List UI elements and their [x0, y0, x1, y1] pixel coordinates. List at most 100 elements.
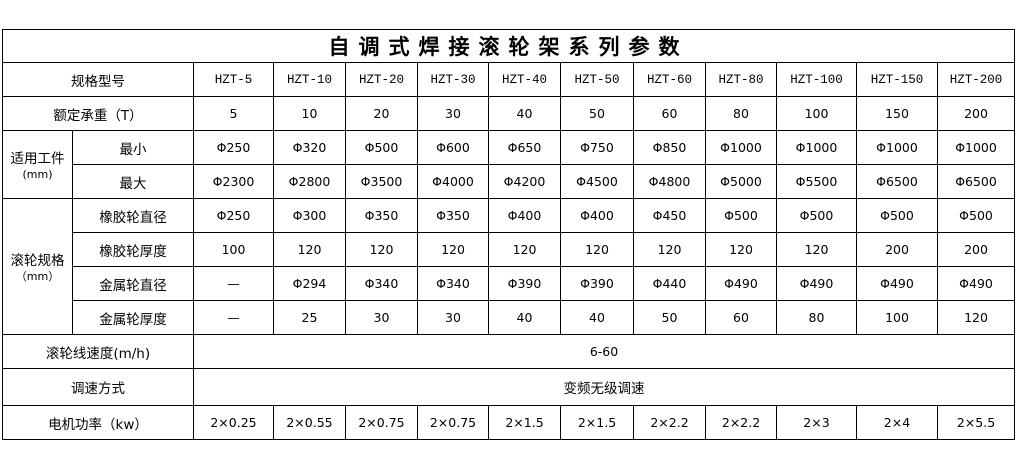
value-cell: 2×1.5 [560, 405, 634, 440]
value-cell: HZT-10 [273, 62, 346, 97]
value-cell: HZT-80 [705, 62, 777, 97]
group-label-workpiece: 适用工件 (mm) [2, 130, 73, 199]
value-cell: Φ500 [345, 130, 418, 165]
row-label: 调速方式 [2, 368, 194, 406]
value-cell: Φ6500 [856, 164, 938, 199]
group-label-text: 滚轮规格 [10, 252, 65, 269]
row-label: 金属轮厚度 [72, 300, 194, 335]
group-label-roller: 滚轮规格 （mm） [2, 198, 73, 335]
value-cell: 2×4 [856, 405, 938, 440]
value-cell: Φ4200 [488, 164, 561, 199]
value-cell: 40 [560, 300, 634, 335]
value-cell: Φ250 [193, 198, 274, 233]
value-cell: 2×0.55 [273, 405, 346, 440]
value-cell: Φ500 [705, 198, 777, 233]
value-cell: Φ4800 [633, 164, 706, 199]
value-cell: 120 [705, 232, 777, 267]
value-cell: Φ2800 [273, 164, 346, 199]
value-cell: Φ490 [936, 266, 1016, 301]
value-cell: Φ1000 [776, 130, 857, 165]
value-cell: 120 [417, 232, 489, 267]
value-cell: — [193, 300, 274, 335]
header-row: 规格型号 HZT-5 HZT-10 HZT-20 HZT-30 HZT-40 HZT-50 H… [2, 62, 1016, 97]
value-cell: 2×3 [776, 405, 857, 440]
value-cell: 100 [193, 232, 274, 267]
value-cell: 30 [345, 300, 418, 335]
value-cell: HZT-40 [488, 62, 561, 97]
value-cell: 120 [936, 300, 1016, 335]
value-cell: Φ650 [488, 130, 561, 165]
parameter-table: 自调式焊接滚轮架系列参数 规格型号 HZT-5 HZT-10 HZT-20 HZT-30… [1, 29, 1016, 440]
unit-label: (mm) [22, 167, 53, 181]
workpiece-max-row: 最大 Φ2300 Φ2800 Φ3500 Φ4000 Φ4200 Φ4500 Φ4800 Φ50… [3, 164, 1016, 199]
value-cell: Φ340 [345, 266, 418, 301]
speed-row: 滚轮线速度(m/h) 6-60 [2, 334, 1016, 369]
value-cell: Φ400 [488, 198, 561, 233]
value-cell: Φ350 [417, 198, 489, 233]
value-cell: Φ5000 [705, 164, 777, 199]
value-cell: HZT-150 [856, 62, 938, 97]
value-cell: HZT-60 [633, 62, 706, 97]
value-cell: 5 [193, 96, 274, 131]
value-cell: 120 [776, 232, 857, 267]
value-cell: HZT-20 [345, 62, 418, 97]
value-cell: 6-60 [192, 334, 1016, 369]
workpiece-min-row: 适用工件 (mm) 最小 Φ250 Φ320 Φ500 Φ600 Φ650 Φ750 Φ850 Φ1… [2, 130, 1016, 199]
value-cell: Φ294 [273, 266, 346, 301]
value-cell: 60 [705, 300, 777, 335]
row-label: 最大 [72, 164, 194, 199]
value-cell: 40 [488, 96, 561, 131]
value-cell: 30 [417, 96, 489, 131]
value-cell: HZT-50 [560, 62, 634, 97]
value-cell: 200 [856, 232, 938, 267]
value-cell: Φ500 [776, 198, 857, 233]
value-cell: Φ450 [633, 198, 706, 233]
value-cell: HZT-30 [417, 62, 489, 97]
row-label: 额定承重（T） [2, 96, 194, 131]
value-cell: Φ490 [776, 266, 857, 301]
value-cell: 2×0.75 [417, 405, 489, 440]
row-label: 橡胶轮厚度 [72, 232, 194, 267]
group-label-text: 适用工件 [10, 150, 65, 167]
value-cell: — [193, 266, 274, 301]
value-cell: Φ4500 [560, 164, 634, 199]
value-cell: 50 [560, 96, 634, 131]
value-cell: Φ390 [560, 266, 634, 301]
row-label: 规格型号 [2, 62, 194, 97]
regulation-row: 调速方式 变频无级调速 [2, 368, 1016, 406]
value-cell: Φ6500 [936, 164, 1016, 199]
row-label: 橡胶轮直径 [72, 198, 194, 233]
power-row: 电机功率（kw） 2×0.25 2×0.55 2×0.75 2×0.75 2×1.5 2×1… [2, 405, 1016, 440]
value-cell: Φ600 [417, 130, 489, 165]
value-cell: Φ2300 [193, 164, 274, 199]
roller-row: 金属轮直径 — Φ294 Φ340 Φ340 Φ390 Φ390 Φ440 Φ490 Φ490 Φ4… [3, 266, 1016, 301]
value-cell: 30 [417, 300, 489, 335]
row-label: 金属轮直径 [72, 266, 194, 301]
value-cell: Φ1000 [856, 130, 938, 165]
value-cell: Φ490 [856, 266, 938, 301]
value-cell: Φ340 [417, 266, 489, 301]
value-cell: 120 [345, 232, 418, 267]
value-cell: Φ4000 [417, 164, 489, 199]
value-cell: HZT-100 [776, 62, 857, 97]
value-cell: 2×1.5 [488, 405, 561, 440]
value-cell: 2×2.2 [633, 405, 706, 440]
value-cell: 120 [560, 232, 634, 267]
value-cell: 10 [273, 96, 346, 131]
value-cell: 200 [936, 232, 1016, 267]
load-row: 额定承重（T） 5 10 20 30 40 50 60 80 100 150 200 [2, 96, 1016, 131]
value-cell: 40 [488, 300, 561, 335]
unit-label: （mm） [15, 269, 60, 283]
value-cell: 20 [345, 96, 418, 131]
value-cell: 120 [633, 232, 706, 267]
value-cell: 60 [633, 96, 706, 131]
value-cell: 200 [936, 96, 1016, 131]
value-cell: 50 [633, 300, 706, 335]
value-cell: Φ500 [936, 198, 1016, 233]
roller-row: 金属轮厚度 —25 30 30 40 40 50 60 80 100 120 [3, 300, 1016, 335]
value-cell: HZT-200 [936, 62, 1016, 97]
value-cell: Φ3500 [345, 164, 418, 199]
table-title: 自调式焊接滚轮架系列参数 [1, 29, 1016, 63]
value-cell: Φ5500 [776, 164, 857, 199]
row-label: 最小 [72, 130, 194, 165]
